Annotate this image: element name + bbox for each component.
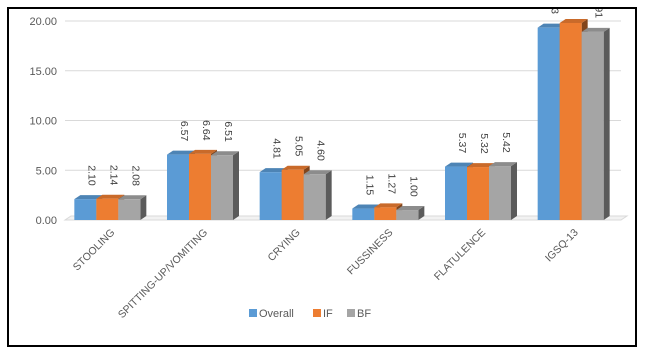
legend: Overall IF BF xyxy=(249,308,371,320)
y-tick-label: 0.00 xyxy=(36,215,57,227)
data-label: 4.60 xyxy=(315,140,327,161)
legend-item-overall: Overall xyxy=(249,308,294,320)
data-label: 5.05 xyxy=(293,136,305,157)
data-label: 5.42 xyxy=(500,132,512,153)
data-label: 6.51 xyxy=(222,121,234,142)
x-category-label: IGSQ-13 xyxy=(543,227,581,265)
bar-bf-2 xyxy=(211,151,239,220)
data-label: 5.37 xyxy=(456,133,468,154)
x-category-label: STOOLING xyxy=(71,227,118,274)
data-label: 2.08 xyxy=(129,166,141,187)
legend-label: IF xyxy=(323,308,333,320)
x-category-label: SPITTING-UP/VOMITING xyxy=(116,227,210,321)
legend-label: Overall xyxy=(259,308,294,320)
data-label: 6.64 xyxy=(200,120,212,141)
data-labels: 2.10 2.14 2.08 6.57 6.64 6.51 4.81 5.05 4.60 1.15… xyxy=(85,9,604,197)
data-label: 19.33 xyxy=(549,9,561,14)
data-label: 1.15 xyxy=(363,175,375,196)
bar-bf-3 xyxy=(303,170,332,220)
bar-chart: 0.00 5.00 10.00 15.00 20.00 2.10 2.14 2.08 6.57… xyxy=(29,9,629,321)
chart-frame: 0.00 5.00 10.00 15.00 20.00 2.10 2.14 2.08 6.57… xyxy=(7,7,637,347)
y-tick-label: 15.00 xyxy=(29,66,57,78)
data-label: 1.00 xyxy=(407,176,419,197)
y-tick-label: 5.00 xyxy=(36,165,57,177)
x-category-label: CRYING xyxy=(266,227,303,264)
data-label: 5.32 xyxy=(478,133,490,154)
bar-bf-5 xyxy=(489,162,517,220)
data-label: 2.14 xyxy=(107,165,119,186)
legend-item-if: IF xyxy=(313,308,333,320)
bar-bf-1 xyxy=(118,195,147,220)
y-axis: 0.00 5.00 10.00 15.00 20.00 xyxy=(29,16,57,227)
y-tick-label: 20.00 xyxy=(29,16,57,28)
bar-bf-6 xyxy=(581,27,610,220)
y-tick-label: 10.00 xyxy=(29,116,57,128)
data-label: 18.91 xyxy=(593,9,605,18)
data-label: 1.27 xyxy=(385,174,397,195)
bars xyxy=(74,18,610,220)
legend-label: BF xyxy=(357,308,371,320)
x-category-label: FUSSINESS xyxy=(345,227,396,278)
data-label: 2.10 xyxy=(85,165,97,186)
data-label: 6.57 xyxy=(178,121,190,142)
x-category-label: FLATULENCE xyxy=(432,227,488,283)
data-label: 4.81 xyxy=(271,138,283,159)
legend-item-bf: BF xyxy=(347,308,371,320)
bar-bf-4 xyxy=(396,206,425,220)
